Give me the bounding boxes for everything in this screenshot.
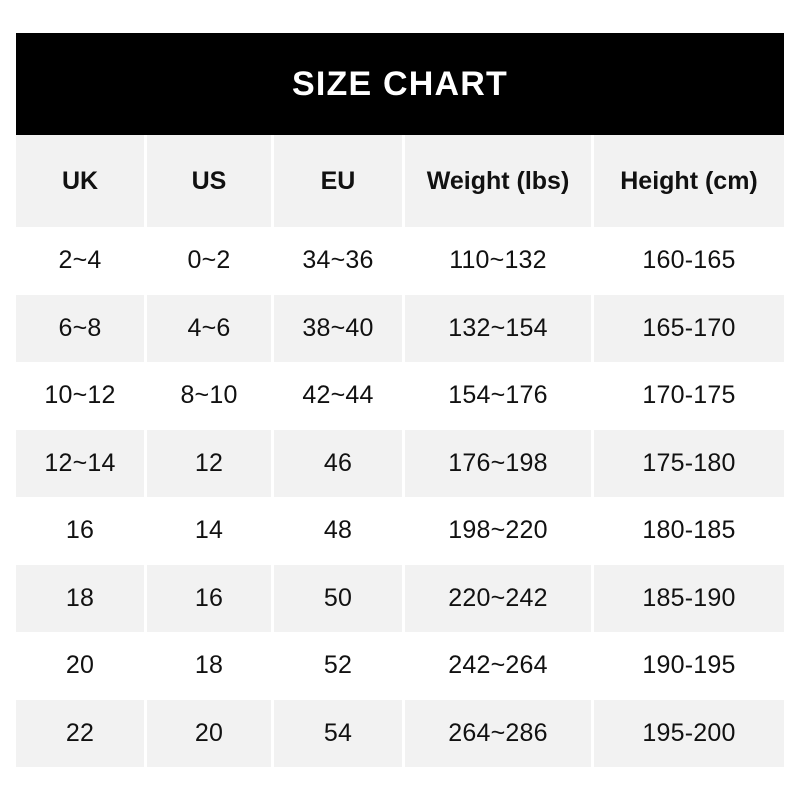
cell-weight: 198~220 — [405, 497, 594, 565]
cell-uk: 6~8 — [16, 294, 147, 362]
cell-height: 180-185 — [594, 497, 784, 565]
cell-weight: 176~198 — [405, 429, 594, 497]
table-row: 22 20 54 264~286 195-200 — [16, 699, 784, 767]
cell-weight: 264~286 — [405, 699, 594, 767]
cell-height: 195-200 — [594, 699, 784, 767]
cell-weight: 110~132 — [405, 227, 594, 295]
column-header-us: US — [147, 135, 274, 227]
cell-us: 4~6 — [147, 294, 274, 362]
cell-uk: 22 — [16, 699, 147, 767]
cell-us: 12 — [147, 429, 274, 497]
column-header-height: Height (cm) — [594, 135, 784, 227]
size-chart: SIZE CHART UK US EU Weight (lbs) Height … — [16, 33, 784, 767]
cell-height: 185-190 — [594, 564, 784, 632]
cell-us: 16 — [147, 564, 274, 632]
table-row: 6~8 4~6 38~40 132~154 165-170 — [16, 294, 784, 362]
cell-eu: 54 — [274, 699, 405, 767]
table-row: 12~14 12 46 176~198 175-180 — [16, 429, 784, 497]
cell-eu: 48 — [274, 497, 405, 565]
table-header: UK US EU Weight (lbs) Height (cm) — [16, 135, 784, 227]
cell-eu: 34~36 — [274, 227, 405, 295]
cell-eu: 50 — [274, 564, 405, 632]
table-row: 2~4 0~2 34~36 110~132 160-165 — [16, 227, 784, 295]
cell-uk: 20 — [16, 632, 147, 700]
cell-us: 8~10 — [147, 362, 274, 430]
cell-weight: 132~154 — [405, 294, 594, 362]
cell-uk: 10~12 — [16, 362, 147, 430]
column-header-weight: Weight (lbs) — [405, 135, 594, 227]
cell-weight: 242~264 — [405, 632, 594, 700]
cell-us: 20 — [147, 699, 274, 767]
cell-us: 14 — [147, 497, 274, 565]
table-header-row: UK US EU Weight (lbs) Height (cm) — [16, 135, 784, 227]
cell-uk: 16 — [16, 497, 147, 565]
cell-uk: 18 — [16, 564, 147, 632]
column-header-uk: UK — [16, 135, 147, 227]
cell-eu: 46 — [274, 429, 405, 497]
page-title: SIZE CHART — [292, 65, 508, 103]
cell-height: 160-165 — [594, 227, 784, 295]
cell-height: 165-170 — [594, 294, 784, 362]
table-row: 20 18 52 242~264 190-195 — [16, 632, 784, 700]
cell-eu: 52 — [274, 632, 405, 700]
size-chart-table: UK US EU Weight (lbs) Height (cm) 2~4 0~… — [16, 135, 784, 767]
cell-us: 0~2 — [147, 227, 274, 295]
chart-title-band: SIZE CHART — [16, 33, 784, 135]
table-row: 16 14 48 198~220 180-185 — [16, 497, 784, 565]
table-row: 18 16 50 220~242 185-190 — [16, 564, 784, 632]
cell-weight: 154~176 — [405, 362, 594, 430]
cell-uk: 12~14 — [16, 429, 147, 497]
column-header-eu: EU — [274, 135, 405, 227]
cell-us: 18 — [147, 632, 274, 700]
cell-uk: 2~4 — [16, 227, 147, 295]
table-body: 2~4 0~2 34~36 110~132 160-165 6~8 4~6 38… — [16, 227, 784, 767]
cell-eu: 38~40 — [274, 294, 405, 362]
cell-eu: 42~44 — [274, 362, 405, 430]
cell-height: 170-175 — [594, 362, 784, 430]
table-row: 10~12 8~10 42~44 154~176 170-175 — [16, 362, 784, 430]
cell-height: 175-180 — [594, 429, 784, 497]
cell-weight: 220~242 — [405, 564, 594, 632]
cell-height: 190-195 — [594, 632, 784, 700]
